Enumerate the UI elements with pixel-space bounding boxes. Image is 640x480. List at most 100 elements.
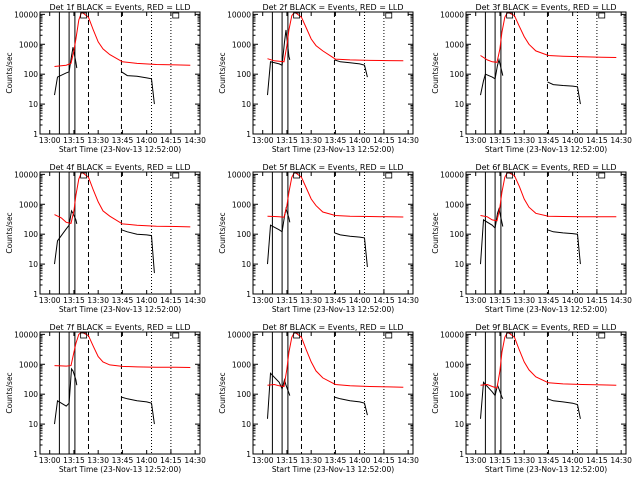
y-tick-label: 10000 [440,170,464,179]
y-tick-label: 1000 [232,360,251,369]
y-tick-label: 1000 [445,200,464,209]
x-tick-label: 13:45 [112,456,134,465]
state-marker-box [598,12,606,19]
x-axis-title: Start Time (23-Nov-13 12:52:00) [272,305,394,314]
x-tick-label: 14:00 [136,296,158,305]
x-tick-label: 13:00 [39,456,61,465]
x-tick-label: 14:00 [349,456,371,465]
x-tick-label: 14:30 [397,456,419,465]
y-axis-title: Counts/sec [218,212,227,253]
x-axis-title: Start Time (23-Nov-13 12:52:00) [59,305,181,314]
y-axis-title: Counts/sec [5,212,14,253]
state-marker-box [293,12,301,19]
x-tick-label: 14:30 [184,136,206,145]
x-tick-label: 13:45 [325,456,347,465]
y-tick-label: 10000 [14,10,38,19]
y-tick-label: 10000 [14,170,38,179]
x-tick-label: 13:00 [39,136,61,145]
state-marker-box [506,172,514,179]
y-tick-label: 1000 [445,360,464,369]
panel-title: Det 9f BLACK = Events, RED = LLD [475,323,616,332]
x-tick-label: 13:30 [300,296,322,305]
y-tick-label: 10000 [227,170,251,179]
y-tick-label: 1 [33,290,38,299]
x-axis-title: Start Time (23-Nov-13 12:52:00) [485,145,607,154]
y-axis-title: Counts/sec [5,52,14,93]
x-tick-label: 13:30 [300,136,322,145]
x-tick-label: 13:45 [325,136,347,145]
y-tick-label: 100 [24,230,39,239]
y-axis-title: Counts/sec [431,212,440,253]
x-tick-label: 13:15 [489,456,511,465]
y-axis-title: Counts/sec [218,372,227,413]
y-axis-title: Counts/sec [431,52,440,93]
y-tick-label: 10000 [440,330,464,339]
x-tick-label: 14:30 [610,456,632,465]
x-axis-title: Start Time (23-Nov-13 12:52:00) [485,465,607,474]
lld-series-line [54,172,191,228]
y-tick-label: 100 [24,70,39,79]
y-tick-label: 1 [459,450,464,459]
plot-frame [252,331,414,455]
y-tick-label: 1 [246,450,251,459]
events-series-line [267,206,368,268]
x-tick-label: 14:30 [610,296,632,305]
lld-series-line [480,332,617,389]
y-axis-title: Counts/sec [5,372,14,413]
x-tick-label: 14:00 [562,296,584,305]
y-tick-label: 10000 [440,10,464,19]
state-marker-box [80,172,88,179]
plot-frame [39,331,201,455]
y-tick-label: 10 [454,260,464,269]
x-tick-label: 13:15 [276,296,298,305]
x-axis-title: Start Time (23-Nov-13 12:52:00) [272,465,394,474]
x-tick-label: 13:15 [63,456,85,465]
lld-series-line [480,172,617,222]
events-series-line [480,57,581,105]
x-tick-label: 13:15 [276,456,298,465]
state-marker-box [80,332,88,339]
x-tick-label: 13:15 [63,296,85,305]
plot-frame [465,331,627,455]
x-axis-title: Start Time (23-Nov-13 12:52:00) [59,465,181,474]
lld-series-line [267,332,404,388]
x-tick-label: 13:30 [513,456,535,465]
x-tick-label: 13:45 [112,296,134,305]
x-tick-label: 13:15 [489,136,511,145]
x-tick-label: 13:00 [252,296,274,305]
x-tick-label: 14:00 [562,456,584,465]
y-tick-label: 1000 [19,200,38,209]
state-marker-box [506,12,514,19]
x-axis-title: Start Time (23-Nov-13 12:52:00) [59,145,181,154]
y-tick-label: 10000 [227,330,251,339]
x-tick-label: 13:30 [300,456,322,465]
y-tick-label: 100 [237,70,252,79]
x-tick-label: 14:00 [562,136,584,145]
y-tick-label: 100 [450,390,465,399]
y-tick-label: 10000 [227,10,251,19]
x-tick-label: 14:00 [349,136,371,145]
events-series-line [267,29,368,96]
x-tick-label: 13:30 [513,136,535,145]
x-tick-label: 14:15 [586,456,608,465]
y-tick-label: 10 [28,420,38,429]
panel-title: Det 5f BLACK = Events, RED = LLD [262,163,403,172]
x-tick-label: 13:45 [112,136,134,145]
x-tick-label: 14:15 [586,296,608,305]
x-tick-label: 13:30 [87,136,109,145]
x-tick-label: 13:00 [465,136,487,145]
x-tick-label: 13:45 [325,296,347,305]
lld-series-line [267,172,404,218]
y-tick-label: 10 [28,100,38,109]
x-tick-label: 13:00 [252,136,274,145]
x-tick-label: 13:45 [538,456,560,465]
x-tick-label: 14:15 [160,456,182,465]
x-tick-label: 13:00 [252,456,274,465]
y-tick-label: 1 [33,450,38,459]
x-tick-label: 13:00 [465,456,487,465]
plot-frame [39,171,201,295]
state-marker-box [385,332,393,339]
